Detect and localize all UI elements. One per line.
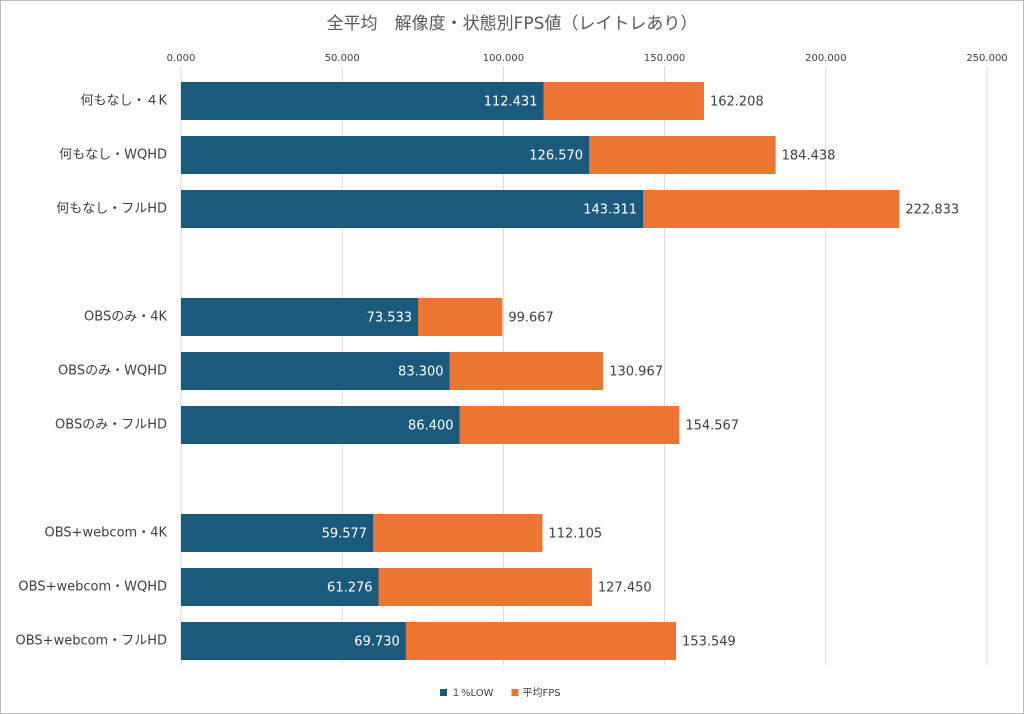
x-tick-label: 150.000 xyxy=(644,53,685,64)
y-tick-label: OBSのみ・4K xyxy=(84,310,167,325)
bar xyxy=(181,136,590,174)
data-label: 83.300 xyxy=(398,365,444,380)
data-label: 99.667 xyxy=(508,311,554,326)
data-label: 127.450 xyxy=(598,581,652,596)
bar xyxy=(181,190,644,228)
y-tick-label: 何もなし・４K xyxy=(80,93,167,109)
bar xyxy=(181,622,406,660)
y-tick-label: OBS+webcom・WQHD xyxy=(18,580,167,595)
data-label: 162.208 xyxy=(710,95,764,110)
x-tick-label: 250.000 xyxy=(966,53,1007,64)
data-label: 69.730 xyxy=(354,635,400,650)
data-label: 222.833 xyxy=(905,203,959,218)
data-label: 73.533 xyxy=(367,311,413,326)
bar xyxy=(181,82,544,120)
y-tick-label: OBS+webcom・フルHD xyxy=(16,634,168,649)
legend-swatch xyxy=(511,689,519,696)
data-label: 112.105 xyxy=(548,527,602,542)
y-tick-label: OBSのみ・WQHD xyxy=(58,364,167,379)
data-label: 86.400 xyxy=(408,419,454,434)
bar xyxy=(181,298,419,336)
legend-label: 平均FPS xyxy=(522,687,560,699)
data-label: 59.577 xyxy=(322,527,368,542)
data-label: 184.438 xyxy=(782,149,836,164)
data-label: 143.311 xyxy=(583,203,637,218)
data-label: 130.967 xyxy=(609,365,663,380)
y-tick-label: OBSのみ・フルHD xyxy=(55,418,167,433)
bar xyxy=(181,406,460,444)
y-tick-label: 何もなし・WQHD xyxy=(59,147,167,163)
legend-label: １%LOW xyxy=(451,688,494,699)
data-label: 154.567 xyxy=(685,419,739,434)
x-tick-label: 0.000 xyxy=(167,53,196,64)
legend-swatch xyxy=(440,689,447,696)
data-label: 126.570 xyxy=(529,149,583,164)
x-tick-label: 200.000 xyxy=(805,53,846,64)
chart-title: 全平均 解像度・状態別FPS値（レイトレあり） xyxy=(327,14,698,34)
x-tick-label: 50.000 xyxy=(325,53,360,64)
data-label: 153.549 xyxy=(682,635,736,650)
data-label: 61.276 xyxy=(327,581,373,596)
bar xyxy=(181,514,374,552)
y-tick-label: OBS+webcom・4K xyxy=(44,526,167,541)
bar xyxy=(181,352,450,390)
bar xyxy=(181,568,379,606)
data-label: 112.431 xyxy=(484,95,538,110)
y-tick-label: 何もなし・フルHD xyxy=(56,201,167,217)
x-tick-label: 100.000 xyxy=(483,53,524,64)
